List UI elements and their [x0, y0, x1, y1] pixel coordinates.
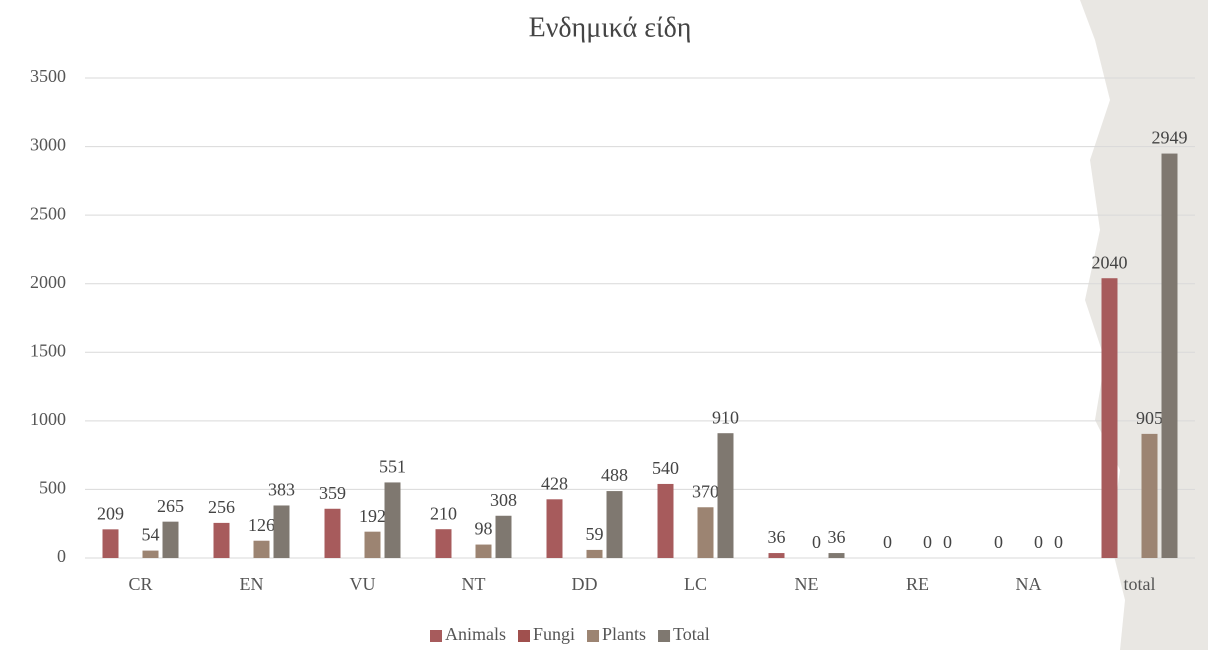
legend-label: Fungi: [533, 624, 575, 644]
value-label: 0: [812, 532, 821, 552]
y-tick-label: 2000: [30, 272, 66, 292]
x-tick-label: NT: [462, 574, 486, 594]
bar: [253, 540, 270, 558]
bar: [102, 529, 119, 558]
x-tick-label: EN: [240, 574, 264, 594]
y-tick-label: 2500: [30, 203, 66, 223]
bar: [606, 491, 623, 558]
value-label: 910: [712, 407, 739, 427]
bar: [1161, 153, 1178, 558]
value-label: 36: [768, 527, 786, 547]
y-tick-label: 500: [39, 478, 66, 498]
value-label: 98: [475, 519, 493, 539]
bar: [1101, 278, 1118, 558]
x-tick-label: RE: [906, 574, 929, 594]
value-label: 0: [1034, 532, 1043, 552]
value-label: 210: [430, 503, 457, 523]
value-label: 59: [586, 524, 604, 544]
bar: [768, 553, 785, 558]
x-tick-label: NE: [795, 574, 819, 594]
x-tick-label: DD: [572, 574, 598, 594]
value-label: 308: [490, 490, 517, 510]
value-label: 0: [883, 532, 892, 552]
y-tick-label: 1000: [30, 409, 66, 429]
value-label: 2040: [1092, 252, 1128, 272]
value-label: 0: [994, 532, 1003, 552]
bar: [384, 482, 401, 558]
legend-swatch: [518, 630, 530, 642]
bar: [717, 433, 734, 558]
value-label: 540: [652, 458, 679, 478]
value-label: 265: [157, 496, 184, 516]
value-label: 0: [1054, 532, 1063, 552]
value-label: 192: [359, 506, 386, 526]
bar: [1141, 433, 1158, 558]
y-tick-label: 0: [57, 546, 66, 566]
x-tick-label: NA: [1016, 574, 1042, 594]
bar: [586, 549, 603, 558]
bar: [495, 515, 512, 558]
legend-swatch: [658, 630, 671, 642]
x-tick-label: CR: [128, 574, 152, 594]
value-label: 0: [943, 532, 952, 552]
value-label: 383: [268, 480, 295, 500]
value-label: 428: [541, 473, 568, 493]
value-label: 905: [1136, 408, 1163, 428]
legend-swatch: [587, 630, 600, 642]
bar: [475, 544, 492, 558]
legend-label: Plants: [602, 624, 646, 644]
bar: [364, 531, 381, 558]
bar: [142, 550, 159, 558]
x-tick-label: VU: [350, 574, 376, 594]
value-label: 551: [379, 457, 406, 477]
bar: [162, 521, 179, 558]
value-label: 209: [97, 503, 124, 523]
y-tick-label: 3000: [30, 135, 66, 155]
value-label: 54: [142, 525, 160, 545]
y-tick-label: 1500: [30, 340, 66, 360]
value-label: 0: [923, 532, 932, 552]
value-label: 370: [692, 481, 719, 501]
legend-swatch: [430, 630, 442, 642]
bar: [213, 522, 230, 558]
bar: [273, 505, 290, 558]
legend-label: Total: [673, 624, 710, 644]
y-tick-label: 3500: [30, 66, 66, 86]
bar: [657, 483, 674, 558]
value-label: 488: [601, 465, 628, 485]
value-label: 2949: [1152, 128, 1188, 148]
chart-title: Ενδημικά είδη: [529, 12, 692, 43]
value-label: 126: [248, 515, 275, 535]
bar: [435, 529, 452, 558]
bar: [546, 499, 563, 558]
x-tick-label: total: [1124, 574, 1156, 594]
legend-label: Animals: [445, 624, 506, 644]
bar: [697, 507, 714, 558]
value-label: 36: [828, 527, 846, 547]
x-tick-label: LC: [684, 574, 707, 594]
value-label: 256: [208, 497, 235, 517]
bar: [324, 508, 341, 558]
value-label: 359: [319, 483, 346, 503]
bar: [828, 553, 845, 558]
